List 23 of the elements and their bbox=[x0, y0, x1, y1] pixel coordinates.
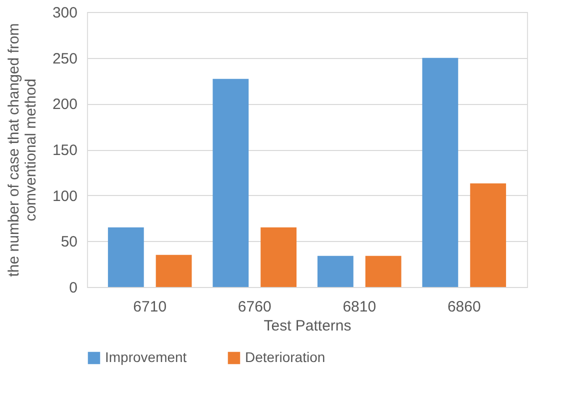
bar bbox=[156, 254, 192, 287]
legend-label: Deterioration bbox=[245, 349, 326, 365]
y-tick-label: 100 bbox=[52, 188, 78, 205]
bar bbox=[212, 78, 249, 287]
bar bbox=[317, 256, 354, 287]
y-axis-title: the number of case that changed from comventional method bbox=[5, 23, 40, 277]
bar bbox=[365, 256, 402, 287]
y-tick-label: 250 bbox=[52, 50, 78, 68]
y-tick-label: 0 bbox=[69, 280, 78, 296]
y-tick-label: 50 bbox=[60, 234, 78, 251]
bar bbox=[108, 227, 144, 287]
x-axis-title: Test Patterns bbox=[264, 318, 352, 334]
bar bbox=[422, 58, 458, 287]
x-tick-label: 6810 bbox=[342, 298, 376, 316]
bar bbox=[470, 183, 506, 287]
x-tick-label: 6710 bbox=[133, 298, 167, 316]
x-tick-label: 6860 bbox=[447, 298, 481, 316]
y-tick-label: 300 bbox=[52, 4, 78, 22]
bar bbox=[260, 227, 297, 287]
legend-label: Improvement bbox=[105, 349, 187, 365]
y-tick-label: 200 bbox=[52, 96, 78, 114]
x-tick-label: 6760 bbox=[238, 298, 272, 316]
y-tick-label: 150 bbox=[52, 142, 78, 159]
